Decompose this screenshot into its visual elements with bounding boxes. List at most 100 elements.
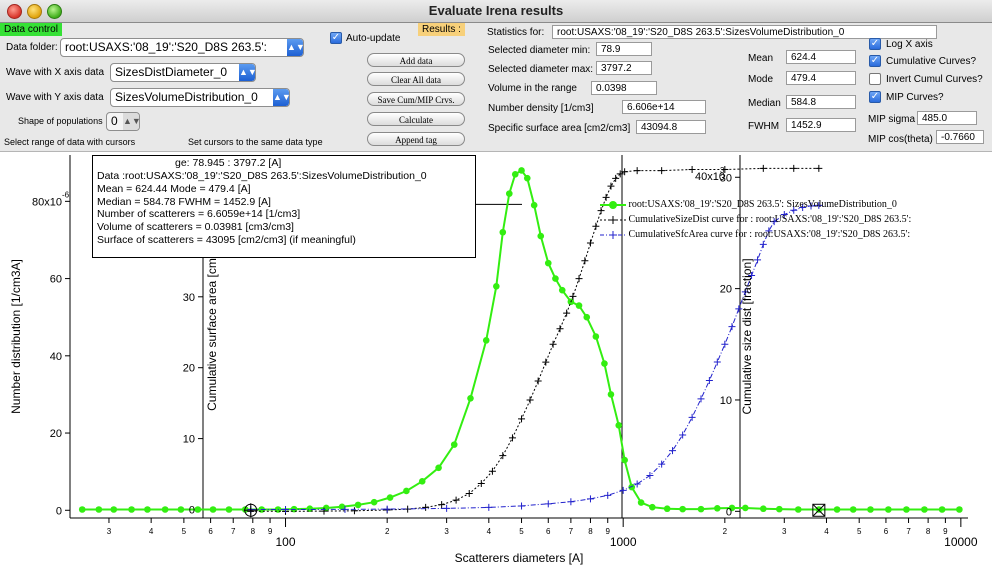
y-wave-value: SizesVolumeDistribution_0	[115, 90, 258, 104]
calculate-button[interactable]: Calculate	[367, 112, 465, 126]
data-point	[282, 505, 290, 513]
data-point	[849, 506, 857, 513]
legend-black-plus-icon	[600, 215, 626, 224]
auto-update-checkbox[interactable]: ✓	[330, 32, 342, 44]
volume-field: 0.0398	[591, 81, 657, 95]
x-minor-label: 7	[906, 527, 911, 536]
cursor-b-icon	[812, 503, 826, 517]
y-wave-select[interactable]: SizesVolumeDistribution_0 ▲▼	[110, 88, 290, 107]
mip-sigma-field[interactable]: 485.0	[917, 111, 977, 125]
data-point	[534, 377, 542, 385]
number-density-field: 6.606e+14	[622, 100, 706, 114]
x-minor-label: 2	[723, 527, 728, 536]
data-point	[403, 487, 410, 495]
data-point	[418, 478, 426, 485]
surface-area-field: 43094.8	[636, 120, 706, 134]
close-window-button[interactable]	[7, 4, 22, 19]
data-point	[581, 257, 589, 265]
clear-all-data-button[interactable]: Clear All data	[367, 72, 465, 86]
cumulative-curves-checkbox[interactable]: ✓	[869, 55, 881, 67]
data-point	[477, 479, 485, 487]
data-point	[518, 415, 526, 423]
dmax-field[interactable]: 3797.2	[596, 61, 652, 75]
size-tick-label: 10	[720, 395, 732, 407]
x-minor-label: 5	[857, 527, 862, 536]
data-point	[78, 506, 86, 513]
data-point	[530, 201, 538, 209]
legend-label: CumulativeSizeDist curve for : root:USAX…	[628, 214, 912, 225]
data-point	[506, 190, 513, 197]
x-minor-label: 9	[268, 527, 273, 536]
mip-curves-checkbox[interactable]: ✓	[869, 91, 881, 103]
data-point	[669, 447, 677, 455]
data-point	[679, 431, 687, 439]
left-tick-label: 80x10	[32, 196, 62, 208]
data-point	[354, 501, 362, 509]
dmin-label: Selected diameter min:	[488, 45, 591, 56]
data-point	[658, 167, 666, 175]
log-x-checkbox[interactable]: ✓	[869, 38, 881, 50]
mean-label: Mean	[748, 53, 774, 64]
surface-tick-label: 30	[183, 292, 195, 304]
legend-entry-cum-size: CumulativeSizeDist curve for : root:USAX…	[600, 212, 911, 227]
cursors-note: Set cursors to the same data type	[188, 137, 323, 147]
auto-update-label: Auto-update	[346, 33, 401, 44]
x-wave-select[interactable]: SizesDistDiameter_0 ▲▼	[110, 63, 256, 82]
legend-entry-volume: root:USAXS:'08_19':'S20_D8S 263.5': Size…	[600, 197, 911, 212]
legend-label: CumulativeSfcArea curve for : root:USAXS…	[628, 229, 911, 240]
data-point	[833, 506, 841, 513]
data-point	[621, 456, 628, 464]
data-point	[511, 171, 519, 178]
data-point	[341, 505, 349, 513]
minimize-window-button[interactable]	[27, 4, 42, 19]
data-point	[679, 505, 686, 513]
data-point	[443, 504, 451, 512]
data-point	[592, 333, 600, 340]
mip-cos-field[interactable]: -0.7660	[936, 130, 984, 144]
add-data-button[interactable]: Add data	[367, 53, 465, 67]
shape-select[interactable]: 0 ▲▼	[106, 112, 140, 131]
data-point	[161, 506, 169, 513]
x-minor-label: 6	[884, 527, 889, 536]
data-point	[649, 503, 656, 511]
data-point	[612, 174, 620, 182]
zoom-window-button[interactable]	[47, 4, 62, 19]
data-control-tab[interactable]: Data control	[0, 23, 62, 36]
y-wave-label: Wave with Y axis data	[6, 92, 104, 103]
invert-cumul-checkbox[interactable]	[869, 73, 881, 85]
data-point	[741, 288, 749, 296]
data-point	[780, 211, 788, 219]
data-point	[790, 206, 798, 214]
size-tick-label: 20	[720, 284, 732, 296]
info-line: Data :root:USAXS:'08_19':'S20_D8S 263.5'…	[97, 170, 427, 182]
dmin-field[interactable]: 78.9	[596, 42, 652, 56]
save-cum-mip-button[interactable]: Save Cum/MIP Crvs.	[367, 92, 465, 106]
x-minor-label: 6	[546, 527, 551, 536]
data-point	[488, 467, 496, 475]
append-tag-button[interactable]: Append tag	[367, 132, 465, 146]
data-point	[754, 256, 762, 264]
surface-tick-label: 0	[189, 504, 195, 516]
left-tick-label: 60	[50, 274, 62, 286]
invert-cumul-label: Invert Cumul Curves?	[886, 74, 983, 85]
data-point	[209, 506, 217, 513]
data-point	[637, 499, 645, 506]
data-point	[552, 275, 559, 282]
cumulative-curves-label: Cumulative Curves?	[886, 56, 977, 67]
data-folder-select[interactable]: root:USAXS:'08_19':'S20_D8S 263.5': ▲▼	[60, 38, 304, 57]
data-point	[485, 503, 493, 511]
data-point	[938, 506, 946, 513]
data-point	[383, 505, 391, 513]
data-point	[338, 503, 346, 511]
cursor-b-cross	[812, 503, 826, 517]
results-tab[interactable]: Results :	[418, 23, 465, 36]
x-minor-label: 8	[588, 527, 593, 536]
x-minor-label: 4	[824, 527, 829, 536]
data-point	[903, 506, 910, 513]
data-point	[544, 500, 552, 508]
mode-field: 479.4	[786, 71, 856, 85]
data-point	[567, 498, 575, 506]
left-tick-label: 0	[56, 505, 62, 517]
x-major-label: 10000	[944, 535, 978, 549]
cursor-a-crosshair	[243, 503, 258, 518]
